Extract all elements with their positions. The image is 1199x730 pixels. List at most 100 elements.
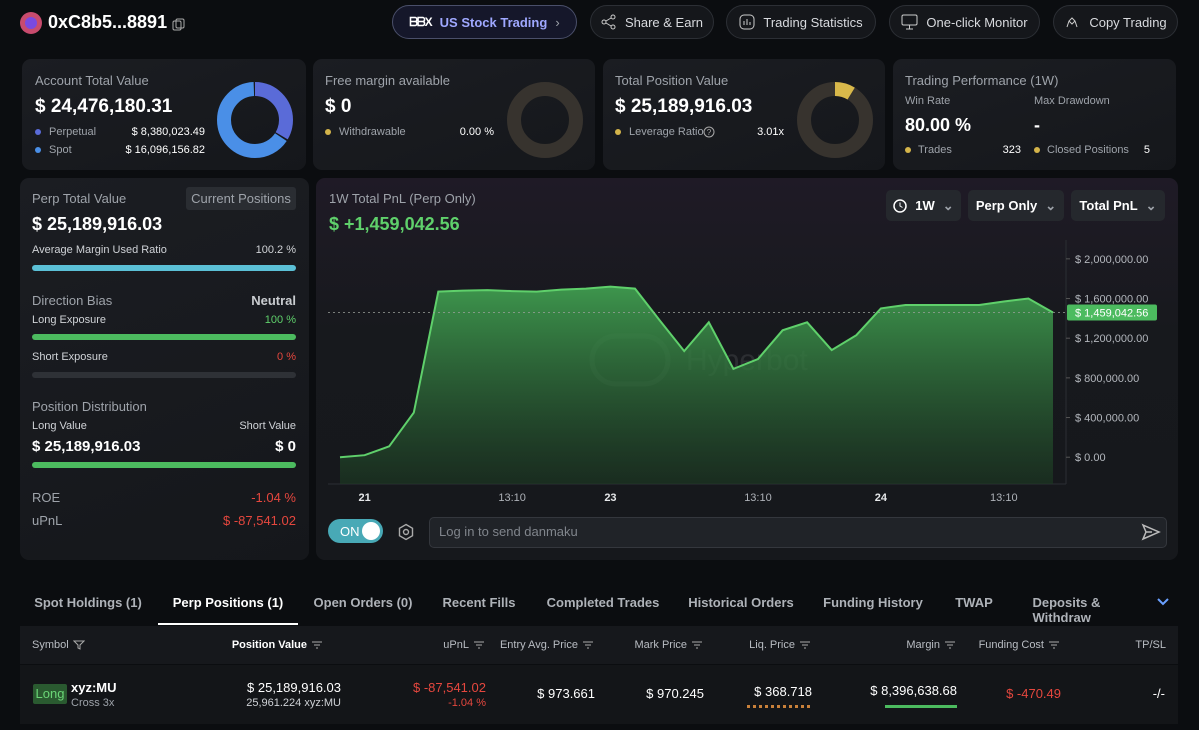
tab-underline [158,623,298,625]
nav-logo: ᗷᗷX [409,14,432,29]
x-tick-label: 13:10 [744,492,772,504]
progress-bar [32,265,296,271]
icon-path [692,641,702,649]
dropdown[interactable]: Perp Only ⌄ [968,190,1064,221]
tab[interactable]: Deposits & Withdraw [1032,595,1101,625]
value: -1.04 % [251,490,296,505]
column-header: TP/SL [1135,639,1166,651]
side-badge: Long [33,684,67,704]
legend-value: 3.01x [757,126,784,138]
nav-button[interactable]: Share & Earn [590,5,714,39]
value: $ 25,189,916.03 [32,438,141,455]
cell: $ -470.49 [1006,686,1061,701]
nav-label: Copy Trading [1089,14,1167,30]
toggle-label: ON [340,524,360,539]
column-header: Position Value [232,639,323,651]
stat-value: - [1034,115,1040,135]
x-tick-label: 24 [875,492,888,504]
column-title: TP/SL [1135,639,1166,651]
label: Short Exposure [32,351,108,363]
placeholder: Log in to send danmaku [439,524,578,539]
filter-icon [312,641,322,649]
tab[interactable]: Historical Orders [688,595,794,610]
column-header: Margin [906,639,956,651]
nav-button[interactable]: Trading Statistics [726,5,876,39]
danmaku-input[interactable] [429,517,1167,548]
settings-icon[interactable] [397,523,415,541]
filter-icon [945,641,955,649]
dropdown-label: Total PnL [1079,198,1138,213]
tab[interactable]: Open Orders (0) [313,595,413,610]
icon [893,198,908,213]
tabs-more[interactable] [1156,597,1170,607]
icon-path [1049,641,1059,649]
tab[interactable]: Completed Trades [546,595,660,610]
panel-title: 1W Total PnL (Perp Only) [329,191,476,206]
card-title: Account Total Value [35,73,149,88]
badge[interactable]: Current Positions [186,187,296,210]
nav-button[interactable]: Copy Trading [1053,5,1178,39]
cell: $ 8,396,638.68 [870,683,957,698]
filter-icon [474,641,484,649]
nav-label: One-click Monitor [926,14,1028,30]
tab[interactable]: Spot Holdings (1) [34,595,142,610]
card-value: $ 0 [325,96,352,117]
filter-icon [800,641,810,649]
stat-value: 80.00 % [905,115,972,135]
legend-name: Leverage Ratio [629,126,704,138]
filter-icon [583,641,593,649]
y-tick-label: $ 0.00 [1075,452,1106,464]
nav-button[interactable]: One-click Monitor [889,5,1040,39]
dropdown[interactable]: 1W ⌄ [886,190,961,221]
stat-label: Win Rate [905,95,951,107]
y-tick-label: $ 1,200,000.00 [1075,333,1148,345]
icon [601,14,616,30]
nav-label: Trading Statistics [763,14,863,30]
copy-icon[interactable] [172,18,185,31]
avatar [20,12,42,34]
column-header: Mark Price [634,639,703,651]
label: Long Exposure [32,314,106,326]
progress-bar [32,334,296,340]
address: 0xC8b5...8891 [48,12,168,32]
help-icon[interactable]: ? [703,126,715,138]
card-title: Trading Performance (1W) [905,73,1059,88]
send-icon[interactable] [1141,522,1161,542]
donut [217,82,293,158]
legend-value: 0.00 % [459,126,494,138]
legend-name: Perpetual [49,126,97,138]
tab[interactable]: Perp Positions (1) [172,595,284,610]
cell: $ 368.718 [754,684,812,699]
x-tick-label: 13:10 [498,492,526,504]
cell: $ 25,189,916.03 [247,680,341,695]
cell: 25,961.224 xyz:MU [246,697,341,709]
icon [739,14,755,30]
legend-value: $ 8,380,023.49 [131,126,205,138]
donut [797,82,873,158]
column-header: Entry Avg. Price [500,639,594,651]
margin-mode: Cross 3x [71,697,115,709]
icon [901,14,918,30]
tab[interactable]: Funding History [823,595,923,610]
tab[interactable]: Recent Fills [442,595,516,610]
value: 0 % [277,351,296,363]
stat-label: Trades [918,144,952,156]
cell: -1.04 % [448,697,486,709]
card-title: Total Position Value [615,73,729,88]
label: Long Value [32,420,87,432]
filter-icon [692,641,702,649]
icon-path [800,641,810,649]
legend-dot [325,129,331,135]
label: ROE [32,490,61,505]
progress-bar [32,372,296,378]
dropdown[interactable]: Total PnL ⌄ [1071,190,1165,221]
nav-label: US Stock Trading [439,14,548,30]
progress-bar [32,462,296,468]
tab[interactable]: TWAP [955,595,993,610]
table-header [20,626,1178,664]
current-label-bg [1067,304,1157,321]
y-tick-label: $ 800,000.00 [1075,373,1139,385]
card-title: Free margin available [325,73,451,88]
nav-button[interactable]: ᗷᗷX US Stock Trading › [392,5,577,39]
column-title: Mark Price [634,639,687,651]
